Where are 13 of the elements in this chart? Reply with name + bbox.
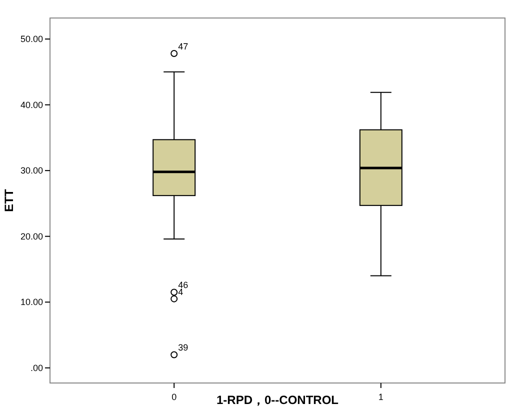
annotation: 47 xyxy=(178,42,188,52)
xtick-label: 0 xyxy=(172,392,177,402)
ytick-label: .00 xyxy=(30,362,43,373)
annotation: 39 xyxy=(178,342,188,353)
annotation: 4 xyxy=(178,286,184,297)
ytick-label: 30.00 xyxy=(20,166,43,176)
ylabel: ETT xyxy=(2,189,16,212)
xlabel: 1-RPD，0--CONTROL xyxy=(216,393,338,407)
ytick-label: 50.00 xyxy=(20,34,43,44)
ytick-label: 40.00 xyxy=(20,100,43,110)
ytick-label: 20.00 xyxy=(20,231,43,242)
ytick-label: 10.00 xyxy=(20,297,43,308)
xtick-label: 1 xyxy=(378,392,384,402)
